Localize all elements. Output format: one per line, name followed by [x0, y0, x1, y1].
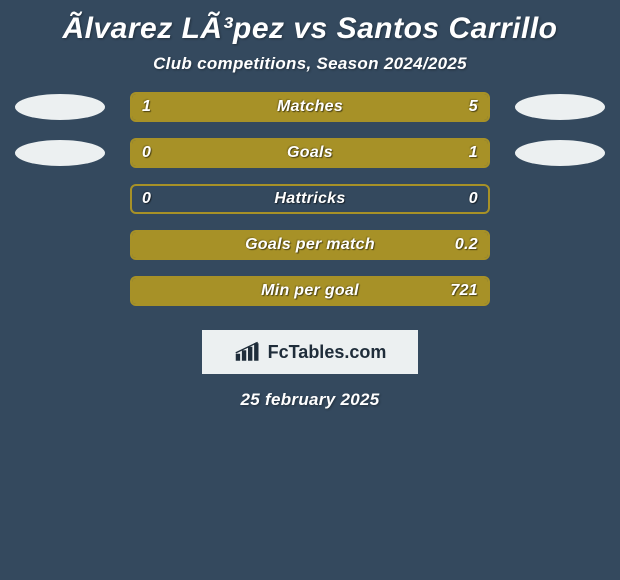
comparison-row: 0 Goals 1	[10, 138, 610, 168]
stat-right-value: 0.2	[455, 236, 478, 254]
subtitle: Club competitions, Season 2024/2025	[0, 50, 620, 92]
stat-name: Goals per match	[245, 236, 375, 254]
page-title: Ãlvarez LÃ³pez vs Santos Carrillo	[0, 0, 620, 50]
player-right-avatar	[515, 140, 605, 166]
stat-left-value: 0	[142, 190, 151, 208]
stat-name: Min per goal	[261, 282, 359, 300]
player-right-avatar	[515, 94, 605, 120]
stat-name: Goals	[287, 144, 333, 162]
stat-right-value: 5	[469, 98, 478, 116]
player-left-avatar	[15, 140, 105, 166]
comparison-chart: 1 Matches 5 0 Goals 1 0 Hattricks 0 Goals per mat…	[0, 92, 620, 306]
footer-brand-text: FcTables.com	[268, 342, 387, 363]
stat-right-value: 0	[469, 190, 478, 208]
player-left-avatar-slot	[10, 140, 110, 166]
stat-right-value: 721	[450, 282, 478, 300]
player-left-avatar	[15, 94, 105, 120]
footer-date: 25 february 2025	[0, 390, 620, 410]
player-right-avatar-slot	[510, 94, 610, 120]
stat-left-value: 0	[142, 144, 151, 162]
footer-brand-badge: FcTables.com	[202, 330, 418, 374]
stat-right-value: 1	[469, 144, 478, 162]
player-right-avatar-slot	[510, 140, 610, 166]
stat-bar: 0 Goals 1	[130, 138, 490, 168]
bar-chart-icon	[234, 341, 262, 363]
stat-bar: 1 Matches 5	[130, 92, 490, 122]
stat-name: Matches	[277, 98, 343, 116]
stat-bar-fill-left	[132, 94, 191, 120]
stat-bar: Min per goal 721	[130, 276, 490, 306]
comparison-row: Goals per match 0.2	[10, 230, 610, 260]
comparison-row: Min per goal 721	[10, 276, 610, 306]
stat-bar: 0 Hattricks 0	[130, 184, 490, 214]
stat-left-value: 1	[142, 98, 151, 116]
comparison-row: 0 Hattricks 0	[10, 184, 610, 214]
stat-name: Hattricks	[274, 190, 345, 208]
comparison-row: 1 Matches 5	[10, 92, 610, 122]
player-left-avatar-slot	[10, 94, 110, 120]
stat-bar: Goals per match 0.2	[130, 230, 490, 260]
